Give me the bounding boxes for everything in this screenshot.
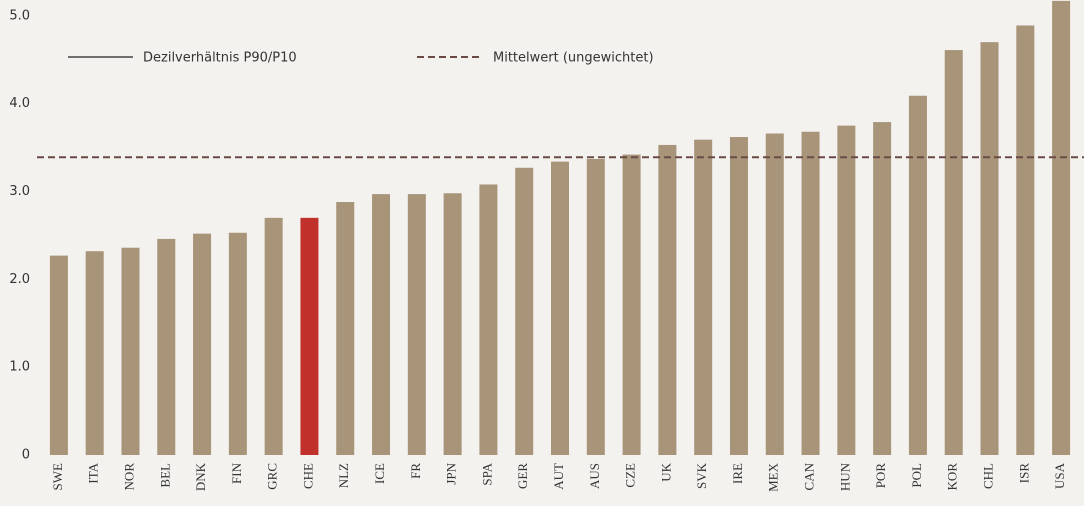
y-tick-label: 5.0 xyxy=(9,8,30,23)
x-tick-label: IRE xyxy=(730,463,745,484)
x-tick-label: NOR xyxy=(121,463,136,491)
bar xyxy=(908,95,927,456)
bar xyxy=(1052,0,1071,455)
bar xyxy=(228,232,247,455)
bar xyxy=(121,247,140,455)
x-tick-label: SPA xyxy=(479,462,494,485)
bar xyxy=(837,125,856,456)
x-tick-label: POL xyxy=(909,463,924,488)
bar xyxy=(300,217,319,455)
bar xyxy=(85,251,104,455)
y-tick-label: 2.0 xyxy=(9,272,30,287)
bar xyxy=(515,167,534,455)
legend-label: Mittelwert (ungewichtet) xyxy=(493,51,654,66)
x-tick-label: AUS xyxy=(587,463,602,489)
bar xyxy=(694,139,713,455)
bar xyxy=(49,255,68,455)
x-tick-label: UK xyxy=(658,462,673,481)
x-tick-label: CHE xyxy=(300,463,315,489)
x-tick-label: POR xyxy=(873,463,888,489)
x-tick-label: FR xyxy=(408,463,423,479)
bar xyxy=(622,154,641,455)
x-tick-label: GRC xyxy=(265,463,280,490)
x-tick-label: CZE xyxy=(623,463,638,488)
x-tick-label: AUT xyxy=(551,463,566,490)
x-tick-label: SVK xyxy=(694,462,709,489)
bar xyxy=(586,158,605,455)
x-tick-label: FIN xyxy=(229,462,244,484)
x-tick-label: HUN xyxy=(837,462,852,491)
bar xyxy=(801,131,820,455)
x-tick-label: CAN xyxy=(802,462,817,490)
bar xyxy=(264,217,283,455)
x-tick-label: GER xyxy=(515,463,530,489)
x-tick-label: CHL xyxy=(981,463,996,489)
bar xyxy=(729,137,748,455)
y-tick-label: 4.0 xyxy=(9,96,30,111)
bar xyxy=(658,144,677,455)
x-tick-label: SWE xyxy=(50,463,65,491)
x-tick-label: USA xyxy=(1052,462,1067,489)
bar xyxy=(157,238,176,455)
bar xyxy=(551,161,569,455)
bar xyxy=(407,194,426,455)
x-tick-label: DNK xyxy=(193,462,208,491)
x-tick-label: ISR xyxy=(1016,463,1031,484)
x-tick-label: BEL xyxy=(157,463,172,488)
bar xyxy=(1016,25,1035,456)
y-tick-label: 0 xyxy=(22,448,30,463)
y-tick-label: 1.0 xyxy=(9,360,30,375)
bar xyxy=(479,184,498,455)
bar xyxy=(443,193,462,456)
x-tick-label: ICE xyxy=(372,463,387,484)
bar xyxy=(944,50,963,455)
x-tick-label: NLZ xyxy=(336,463,351,488)
y-tick-label: 3.0 xyxy=(9,184,30,199)
legend-label: Dezilverhältnis P90/P10 xyxy=(143,51,297,66)
x-tick-label: KOR xyxy=(945,463,960,491)
bar xyxy=(336,202,355,455)
bar xyxy=(980,42,999,455)
bar xyxy=(873,122,892,455)
x-tick-label: MEX xyxy=(766,462,781,492)
x-tick-label: ITA xyxy=(86,462,101,483)
bar xyxy=(372,194,391,455)
bar xyxy=(193,233,212,455)
x-tick-label: JPN xyxy=(444,462,459,484)
bar xyxy=(765,133,784,455)
